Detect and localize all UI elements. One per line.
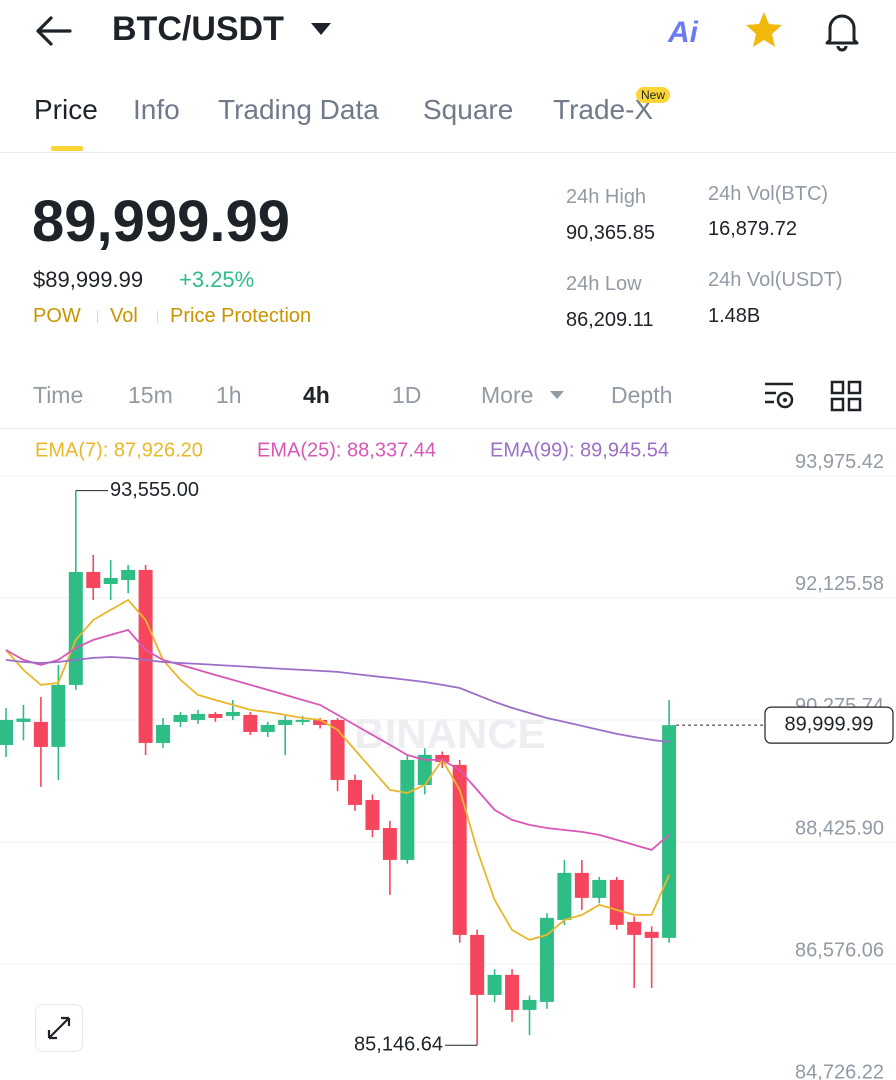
usd-price: $89,999.99 <box>33 267 144 292</box>
interval[interactable]: More <box>481 382 534 408</box>
tab-indicator <box>51 146 83 151</box>
price-change: +3.25% <box>179 267 255 292</box>
candle-body <box>627 921 642 935</box>
candle-body <box>0 719 13 745</box>
candle-body <box>103 577 118 585</box>
candle-body <box>208 713 223 718</box>
stat-label: 24h Vol(USDT) <box>708 269 843 291</box>
back-button[interactable] <box>34 14 74 48</box>
tab[interactable]: Price <box>34 94 98 125</box>
candle-body <box>138 569 153 743</box>
candlestick-chart: BINANCE 93,975.4292,125.5890,275.7488,42… <box>0 439 896 1080</box>
last-price-label: 89,999.99 <box>785 713 874 735</box>
y-tick-label: 84,726.22 <box>795 1061 884 1080</box>
candle-body <box>225 711 240 716</box>
candle-body <box>400 759 415 860</box>
divider <box>0 428 896 429</box>
stat-value: 1.48B <box>708 305 761 327</box>
candle-body <box>278 719 293 725</box>
stat-label: 24h Low <box>566 273 642 295</box>
candle-body <box>190 713 205 720</box>
candle-body <box>505 974 520 1010</box>
tag[interactable]: POW <box>33 305 81 327</box>
candle-body <box>452 764 467 935</box>
candle-body <box>33 721 48 747</box>
notification-bell[interactable] <box>822 10 862 52</box>
last-price: 89,999.99 <box>32 189 291 254</box>
ema-line <box>5 598 670 941</box>
tab[interactable]: Square <box>423 94 514 125</box>
candle-body <box>348 779 362 805</box>
candle-body <box>609 879 624 925</box>
candle-body <box>557 872 572 920</box>
stat-value: 90,365.85 <box>566 222 655 244</box>
tag-separator <box>97 311 98 323</box>
layout-settings[interactable] <box>830 380 862 412</box>
candle-body <box>522 999 537 1010</box>
y-tick-label: 93,975.42 <box>795 451 884 473</box>
pair-title[interactable]: BTC/USDT <box>112 10 284 48</box>
interval[interactable]: Depth <box>611 382 673 408</box>
ai-button[interactable]: Ai <box>668 16 698 49</box>
candle-body <box>592 879 607 898</box>
interval[interactable]: 4h <box>303 382 330 408</box>
interval[interactable]: 1h <box>216 382 242 408</box>
candle-body <box>295 719 310 722</box>
last-price-box <box>764 706 894 744</box>
stat-value: 16,879.72 <box>708 218 797 240</box>
stat-value: 86,209.11 <box>566 309 654 331</box>
expand-icon <box>47 1016 71 1040</box>
candle-body <box>156 724 171 743</box>
tab[interactable]: Trading Data <box>218 94 379 125</box>
interval[interactable]: Time <box>33 382 84 408</box>
ema-line <box>5 656 670 743</box>
candle-body <box>539 917 554 1002</box>
stat-label: 24h Vol(BTC) <box>708 183 829 205</box>
legend-entry: EMA(25): 88,337.44 <box>257 439 436 461</box>
candle-body <box>16 718 31 722</box>
pair-dropdown[interactable] <box>310 22 332 36</box>
candle-body <box>243 714 258 732</box>
candle-body <box>365 799 380 830</box>
candle-body <box>574 872 589 898</box>
candle-body <box>86 571 101 588</box>
candle-body <box>313 719 328 725</box>
candle-body <box>121 569 136 581</box>
low-annotation: 85,146.64 <box>354 1034 443 1056</box>
interval[interactable]: 1D <box>392 382 422 408</box>
more-dropdown[interactable] <box>549 390 565 400</box>
candle-body <box>382 827 397 860</box>
ema-line <box>5 628 670 851</box>
watermark: BINANCE <box>354 710 545 757</box>
tag[interactable]: Price Protection <box>170 305 312 327</box>
tab[interactable]: Info <box>133 94 180 125</box>
tag[interactable]: Vol <box>110 305 138 327</box>
y-tick-label: 88,425.90 <box>795 817 884 839</box>
indicator-settings[interactable] <box>762 380 796 412</box>
candle-body <box>173 714 188 722</box>
high-annotation: 93,555.00 <box>110 479 199 501</box>
new-badge: New <box>636 87 671 103</box>
candle-body <box>417 754 432 785</box>
candle-body <box>662 725 677 938</box>
tag-separator <box>157 311 158 323</box>
y-tick-label: 92,125.58 <box>795 573 884 595</box>
interval[interactable]: 15m <box>128 382 173 408</box>
stat-label: 24h High <box>566 186 647 208</box>
divider <box>0 152 896 153</box>
legend-entry: EMA(7): 87,926.20 <box>35 439 203 461</box>
y-tick-label: 86,576.06 <box>795 939 884 961</box>
candle-body <box>487 974 502 995</box>
expand-button[interactable] <box>35 1004 83 1052</box>
candle-body <box>68 571 83 685</box>
legend-entry: EMA(99): 89,945.54 <box>490 439 669 461</box>
candle-body <box>470 934 485 995</box>
candle-body <box>644 931 659 938</box>
favorite-star[interactable] <box>744 10 784 50</box>
candle-body <box>260 724 275 732</box>
candle-body <box>51 684 66 747</box>
